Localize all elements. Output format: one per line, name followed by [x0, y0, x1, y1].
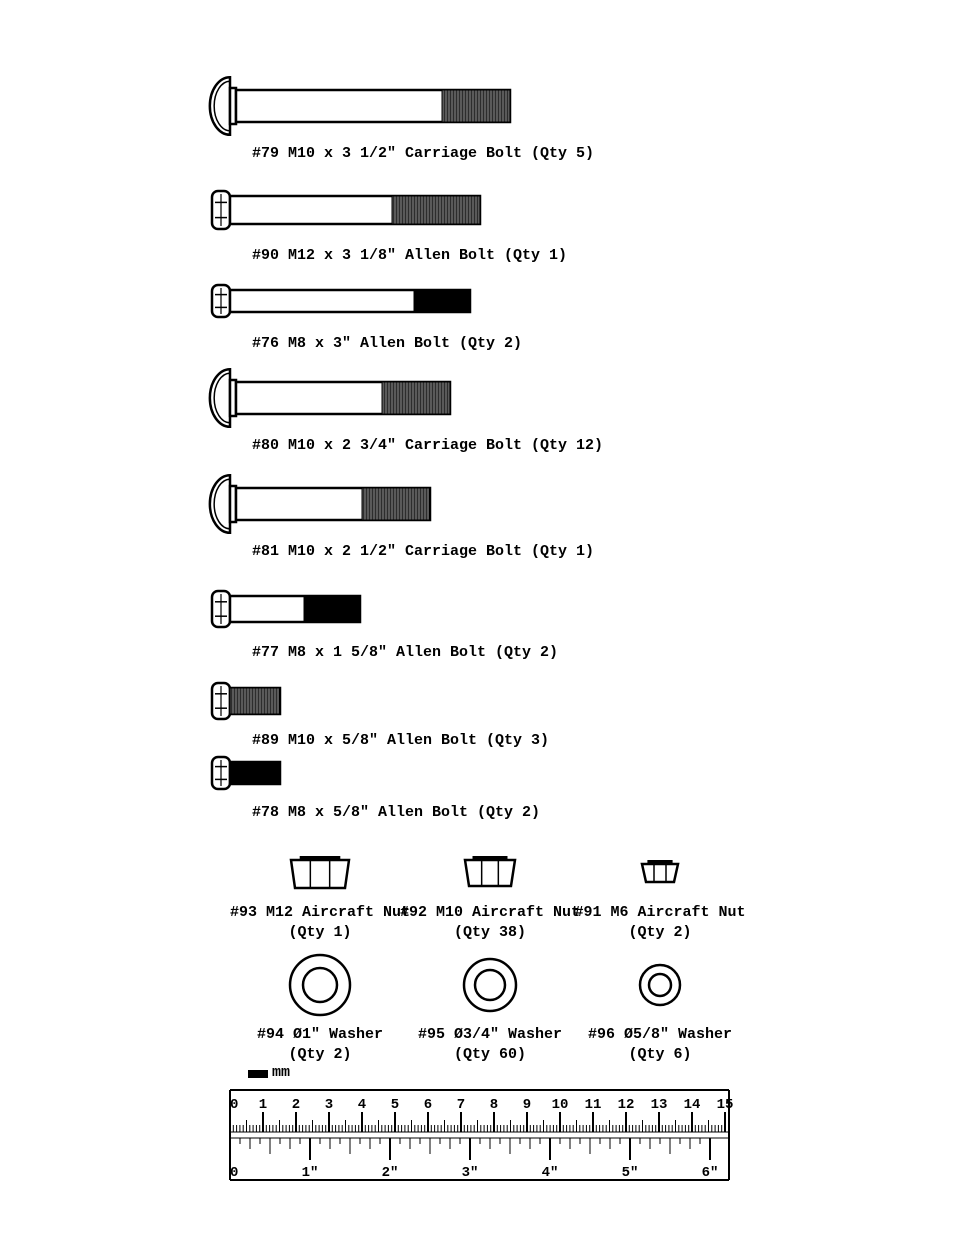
bolt-label-81: #81 M10 x 2 1/2" Carriage Bolt (Qty 1) [252, 543, 594, 560]
svg-text:7: 7 [457, 1097, 465, 1113]
svg-text:2": 2" [382, 1165, 399, 1181]
nut-92 [465, 856, 515, 886]
bolt-label-90: #90 M12 x 3 1/8" Allen Bolt (Qty 1) [252, 247, 567, 264]
bolt-79 [210, 77, 510, 135]
bolt-label-80: #80 M10 x 2 3/4" Carriage Bolt (Qty 12) [252, 437, 603, 454]
washer-label2-94: (Qty 2) [288, 1046, 351, 1063]
svg-text:4": 4" [542, 1165, 559, 1181]
svg-text:3: 3 [325, 1097, 333, 1113]
nut-label1-92: #92 M10 Aircraft Nut [400, 904, 580, 921]
svg-text:8: 8 [490, 1097, 498, 1113]
bolt-label-76: #76 M8 x 3" Allen Bolt (Qty 2) [252, 335, 522, 352]
nut-93 [291, 856, 349, 888]
bolt-80 [210, 369, 450, 427]
svg-text:10: 10 [552, 1097, 569, 1113]
washer-95 [464, 959, 516, 1011]
bolt-label-79: #79 M10 x 3 1/2" Carriage Bolt (Qty 5) [252, 145, 594, 162]
nut-label2-92: (Qty 38) [454, 924, 526, 941]
washer-label2-95: (Qty 60) [454, 1046, 526, 1063]
nut-label2-91: (Qty 2) [628, 924, 691, 941]
nut-91 [642, 860, 678, 882]
svg-text:13: 13 [651, 1097, 668, 1113]
svg-text:0: 0 [230, 1097, 238, 1113]
bolt-81 [210, 475, 430, 533]
ruler: 012345678910111213141501"2"3"4"5"6" [230, 1070, 733, 1181]
svg-text:6": 6" [702, 1165, 719, 1181]
bolt-89 [212, 683, 280, 719]
svg-text:1": 1" [302, 1165, 319, 1181]
svg-text:1: 1 [259, 1097, 267, 1113]
nut-label1-93: #93 M12 Aircraft Nut [230, 904, 410, 921]
svg-text:11: 11 [585, 1097, 602, 1113]
svg-text:2: 2 [292, 1097, 300, 1113]
svg-text:12: 12 [618, 1097, 635, 1113]
svg-text:0: 0 [230, 1165, 238, 1181]
svg-text:15: 15 [717, 1097, 734, 1113]
ruler-mm-label: mm [272, 1064, 290, 1081]
bolt-label-78: #78 M8 x 5/8" Allen Bolt (Qty 2) [252, 804, 540, 821]
svg-text:14: 14 [684, 1097, 701, 1113]
bolt-77 [212, 591, 360, 627]
washer-label2-96: (Qty 6) [628, 1046, 691, 1063]
svg-text:6: 6 [424, 1097, 432, 1113]
svg-text:5": 5" [622, 1165, 639, 1181]
bolt-label-77: #77 M8 x 1 5/8" Allen Bolt (Qty 2) [252, 644, 558, 661]
washer-96 [640, 965, 680, 1005]
bolt-90 [212, 191, 480, 229]
nut-label1-91: #91 M6 Aircraft Nut [574, 904, 745, 921]
svg-text:5: 5 [391, 1097, 399, 1113]
hardware-diagram: 012345678910111213141501"2"3"4"5"6"#79 M… [0, 0, 954, 1235]
svg-text:4: 4 [358, 1097, 366, 1113]
bolt-78 [212, 757, 280, 789]
washer-label1-96: #96 Ø5/8" Washer [588, 1026, 732, 1043]
washer-94 [290, 955, 350, 1015]
svg-text:3": 3" [462, 1165, 479, 1181]
nut-label2-93: (Qty 1) [288, 924, 351, 941]
svg-text:9: 9 [523, 1097, 531, 1113]
washer-label1-94: #94 Ø1" Washer [257, 1026, 383, 1043]
washer-label1-95: #95 Ø3/4" Washer [418, 1026, 562, 1043]
bolt-label-89: #89 M10 x 5/8" Allen Bolt (Qty 3) [252, 732, 549, 749]
bolt-76 [212, 285, 470, 317]
